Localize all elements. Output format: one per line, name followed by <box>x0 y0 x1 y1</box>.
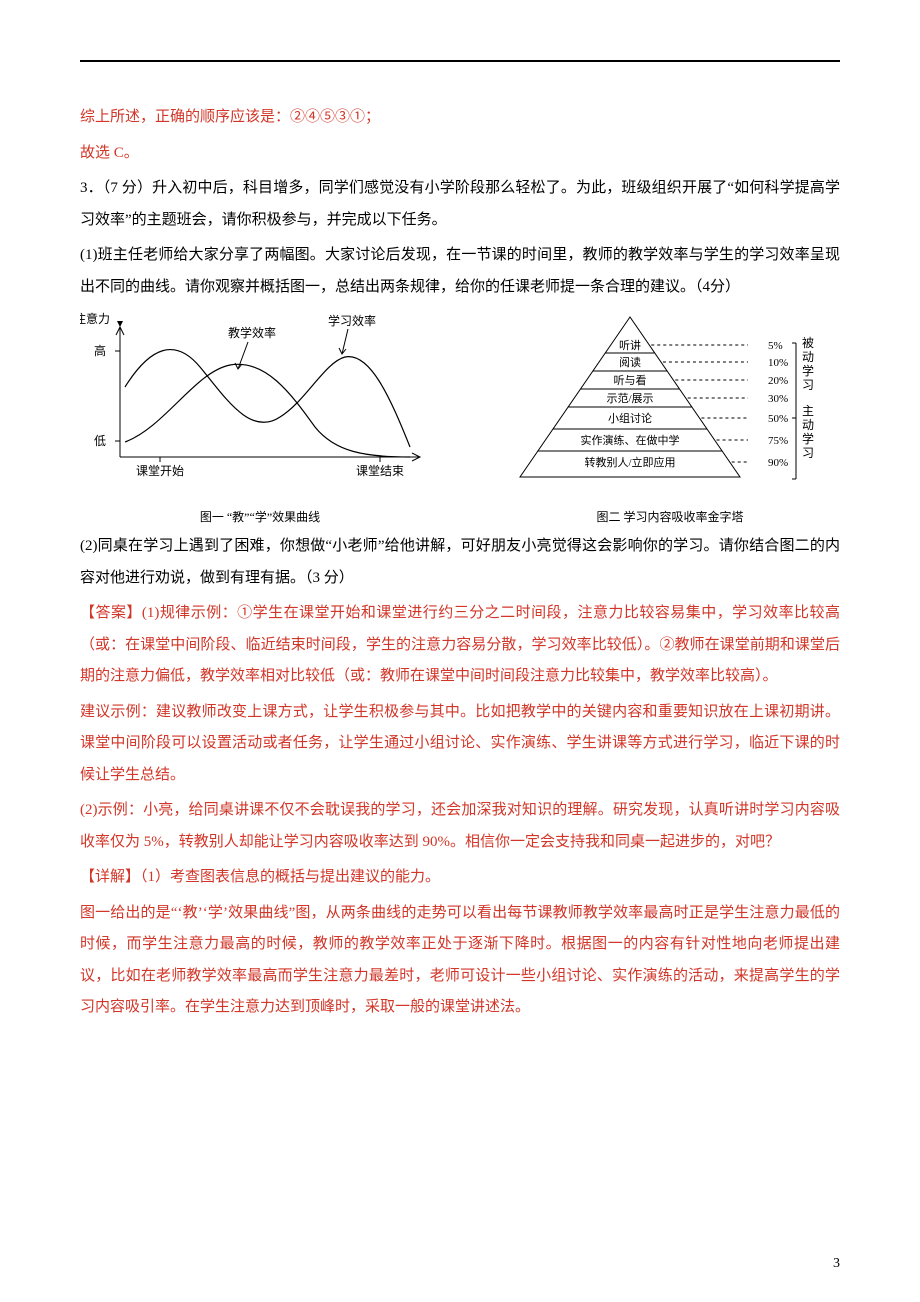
svg-text:注意力: 注意力 <box>80 311 110 326</box>
figure-2-caption: 图二 学习内容吸收率金字塔 <box>500 508 840 525</box>
figure-1-caption: 图一 “教”“学”效果曲线 <box>80 508 440 525</box>
conclusion-line: 综上所述，正确的顺序应该是：②④⑤③①； <box>80 102 840 134</box>
svg-text:90%: 90% <box>768 457 788 469</box>
svg-text:动: 动 <box>802 350 814 364</box>
svg-text:50%: 50% <box>768 413 788 425</box>
svg-text:10%: 10% <box>768 357 788 369</box>
svg-text:动: 动 <box>802 418 814 432</box>
svg-text:课堂开始: 课堂开始 <box>136 464 184 478</box>
svg-text:75%: 75% <box>768 435 788 447</box>
svg-text:听与看: 听与看 <box>614 373 647 387</box>
svg-text:课堂结束: 课堂结束 <box>356 464 404 478</box>
page: 综上所述，正确的顺序应该是：②④⑤③①； 故选 C。 3．（7 分）升入初中后，… <box>0 0 920 1302</box>
figure-captions: 图一 “教”“学”效果曲线 图二 学习内容吸收率金字塔 <box>80 508 840 525</box>
svg-text:习: 习 <box>802 378 814 392</box>
svg-text:示范/展示: 示范/展示 <box>606 391 653 405</box>
svg-text:学: 学 <box>802 431 814 446</box>
svg-text:低: 低 <box>94 434 106 448</box>
question-3-part2: (2)同桌在学习上遇到了困难，你想做“小老师”给他讲解，可好朋友小亮觉得这会影响… <box>80 531 840 594</box>
svg-text:主: 主 <box>802 404 814 418</box>
figure-1: 注意力高低课堂开始 课堂结束 教学效率 学习效率 <box>80 307 440 502</box>
svg-text:20%: 20% <box>768 375 788 387</box>
figure-2-svg: 听讲 5% 阅读 10% 听与看 20% 示范/展示 30% 小组讨论 50% 实作演练、在做中学 7… <box>500 307 840 497</box>
question-3-stem: 3．（7 分）升入初中后，科目增多，同学们感觉没有小学阶段那么轻松了。为此，班级… <box>80 173 840 236</box>
figure-2: 听讲 5% 阅读 10% 听与看 20% 示范/展示 30% 小组讨论 50% 实作演练、在做中学 7… <box>500 307 840 502</box>
svg-text:学习效率: 学习效率 <box>328 313 376 328</box>
answer-rules: 【答案】(1)规律示例：①学生在课堂开始和课堂进行约三分之二时间段，注意力比较容… <box>80 598 840 693</box>
svg-text:学: 学 <box>802 363 814 378</box>
svg-text:习: 习 <box>802 446 814 460</box>
question-3-part1: (1)班主任老师给大家分享了两幅图。大家讨论后发现，在一节课的时间里，教师的教学… <box>80 240 840 303</box>
answer-choice: 故选 C。 <box>80 138 840 170</box>
answer-part2: (2)示例：小亮，给同桌讲课不仅不会耽误我的学习，还会加深我对知识的理解。研究发… <box>80 795 840 858</box>
figure-1-svg: 注意力高低课堂开始 课堂结束 教学效率 学习效率 <box>80 307 440 497</box>
svg-text:小组讨论: 小组讨论 <box>608 411 652 425</box>
svg-text:听讲: 听讲 <box>619 338 641 352</box>
svg-text:被: 被 <box>802 336 814 350</box>
svg-text:转教别人/立即应用: 转教别人/立即应用 <box>584 455 675 469</box>
figures-row: 注意力高低课堂开始 课堂结束 教学效率 学习效率 听讲 5% 阅读 10% 听与看 20% 示范/… <box>80 307 840 502</box>
page-number: 3 <box>833 1256 840 1272</box>
svg-text:5%: 5% <box>768 340 783 352</box>
svg-text:阅读: 阅读 <box>619 355 641 369</box>
svg-text:教学效率: 教学效率 <box>228 325 276 340</box>
svg-text:高: 高 <box>94 343 106 358</box>
svg-text:实作演练、在做中学: 实作演练、在做中学 <box>581 433 680 447</box>
top-rule <box>80 60 840 62</box>
svg-text:30%: 30% <box>768 393 788 405</box>
explanation-2: 图一给出的是“‘教’‘学’效果曲线”图，从两条曲线的走势可以看出每节课教师教学效… <box>80 898 840 1024</box>
explanation-1: 【详解】（1）考查图表信息的概括与提出建议的能力。 <box>80 862 840 894</box>
answer-suggestion: 建议示例：建议教师改变上课方式，让学生积极参与其中。比如把教学中的关键内容和重要… <box>80 697 840 792</box>
